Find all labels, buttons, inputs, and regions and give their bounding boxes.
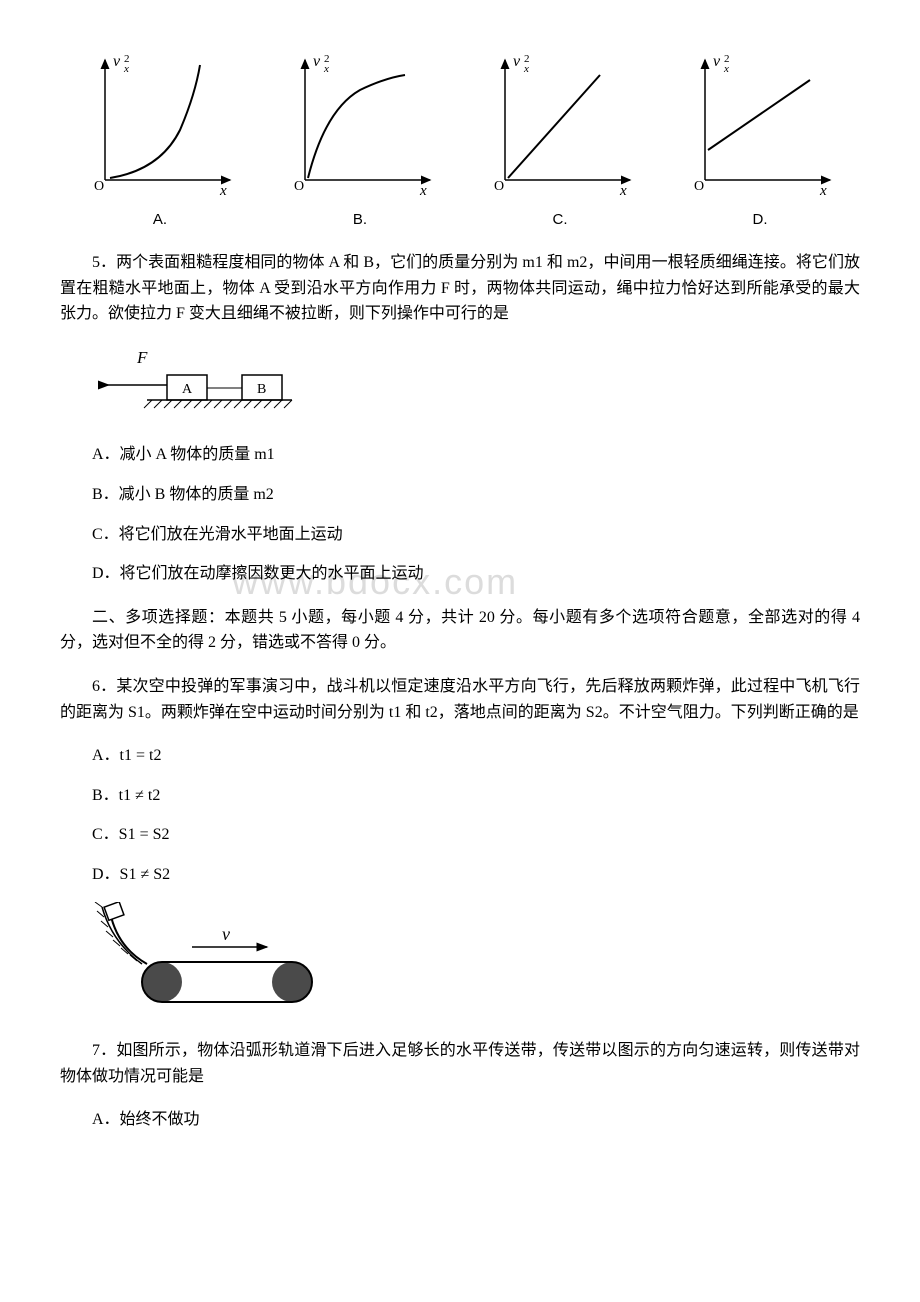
q6-opt-c: C．S1 = S2	[60, 822, 860, 848]
svg-text:x: x	[523, 63, 529, 75]
graph-b-label: B.	[270, 208, 450, 232]
svg-text:x: x	[723, 63, 729, 75]
q5-opt-a: A．减小 A 物体的质量 m1	[60, 442, 860, 468]
q5-opt-c: C．将它们放在光滑水平地面上运动	[60, 522, 860, 548]
graph-c-svg: v 2 x x O	[480, 50, 640, 200]
svg-text:x: x	[419, 183, 427, 199]
graph-options-row: v 2 x x O A. v 2 x x O B.	[60, 50, 860, 232]
svg-text:x: x	[219, 183, 227, 199]
graph-option-b: v 2 x x O B.	[270, 50, 450, 232]
q5-diagram: F A B	[92, 345, 860, 429]
graph-option-c: v 2 x x O C.	[470, 50, 650, 232]
q5-opt-b: B．减小 B 物体的质量 m2	[60, 482, 860, 508]
svg-text:v: v	[713, 53, 721, 70]
a-label: A	[182, 382, 193, 397]
svg-text:v: v	[113, 53, 121, 70]
q5-opt-d-wrap: www.bdocx.com D．将它们放在动摩擦因数更大的水平面上运动	[60, 561, 860, 587]
b-label: B	[257, 382, 266, 397]
q6-opt-a: A．t1 = t2	[60, 743, 860, 769]
svg-text:x: x	[819, 183, 827, 199]
q6-opt-d: D．S1 ≠ S2	[60, 862, 860, 888]
svg-text:v: v	[313, 53, 321, 70]
q6-opt-b: B．t1 ≠ t2	[60, 783, 860, 809]
svg-text:v: v	[513, 53, 521, 70]
q6-text: 6．某次空中投弹的军事演习中，战斗机以恒定速度沿水平方向飞行，先后释放两颗炸弹，…	[60, 674, 860, 725]
q7-opt-a: A．始终不做功	[60, 1107, 860, 1133]
graph-d-svg: v 2 x x O	[680, 50, 840, 200]
svg-text:O: O	[294, 179, 304, 194]
f-label: F	[136, 348, 148, 367]
q5-text: 5．两个表面粗糙程度相同的物体 A 和 B，它们的质量分别为 m1 和 m2，中…	[60, 250, 860, 327]
v-label: v	[222, 924, 230, 944]
q5-opt-d: D．将它们放在动摩擦因数更大的水平面上运动	[92, 565, 424, 582]
q7-diagram: v	[92, 902, 860, 1021]
svg-text:x: x	[323, 63, 329, 75]
svg-text:O: O	[694, 179, 704, 194]
graph-c-label: C.	[470, 208, 650, 232]
graph-a-label: A.	[70, 208, 250, 232]
graph-b-svg: v 2 x x O	[280, 50, 440, 200]
graph-d-label: D.	[670, 208, 850, 232]
section2-header: 二、多项选择题：本题共 5 小题，每小题 4 分，共计 20 分。每小题有多个选…	[60, 605, 860, 656]
graph-a-svg: v 2 x x O	[80, 50, 240, 200]
graph-option-a: v 2 x x O A.	[70, 50, 250, 232]
svg-text:x: x	[123, 63, 129, 75]
svg-text:O: O	[94, 179, 104, 194]
q7-text: 7．如图所示，物体沿弧形轨道滑下后进入足够长的水平传送带，传送带以图示的方向匀速…	[60, 1038, 860, 1089]
svg-text:O: O	[494, 179, 504, 194]
graph-option-d: v 2 x x O D.	[670, 50, 850, 232]
svg-text:x: x	[619, 183, 627, 199]
